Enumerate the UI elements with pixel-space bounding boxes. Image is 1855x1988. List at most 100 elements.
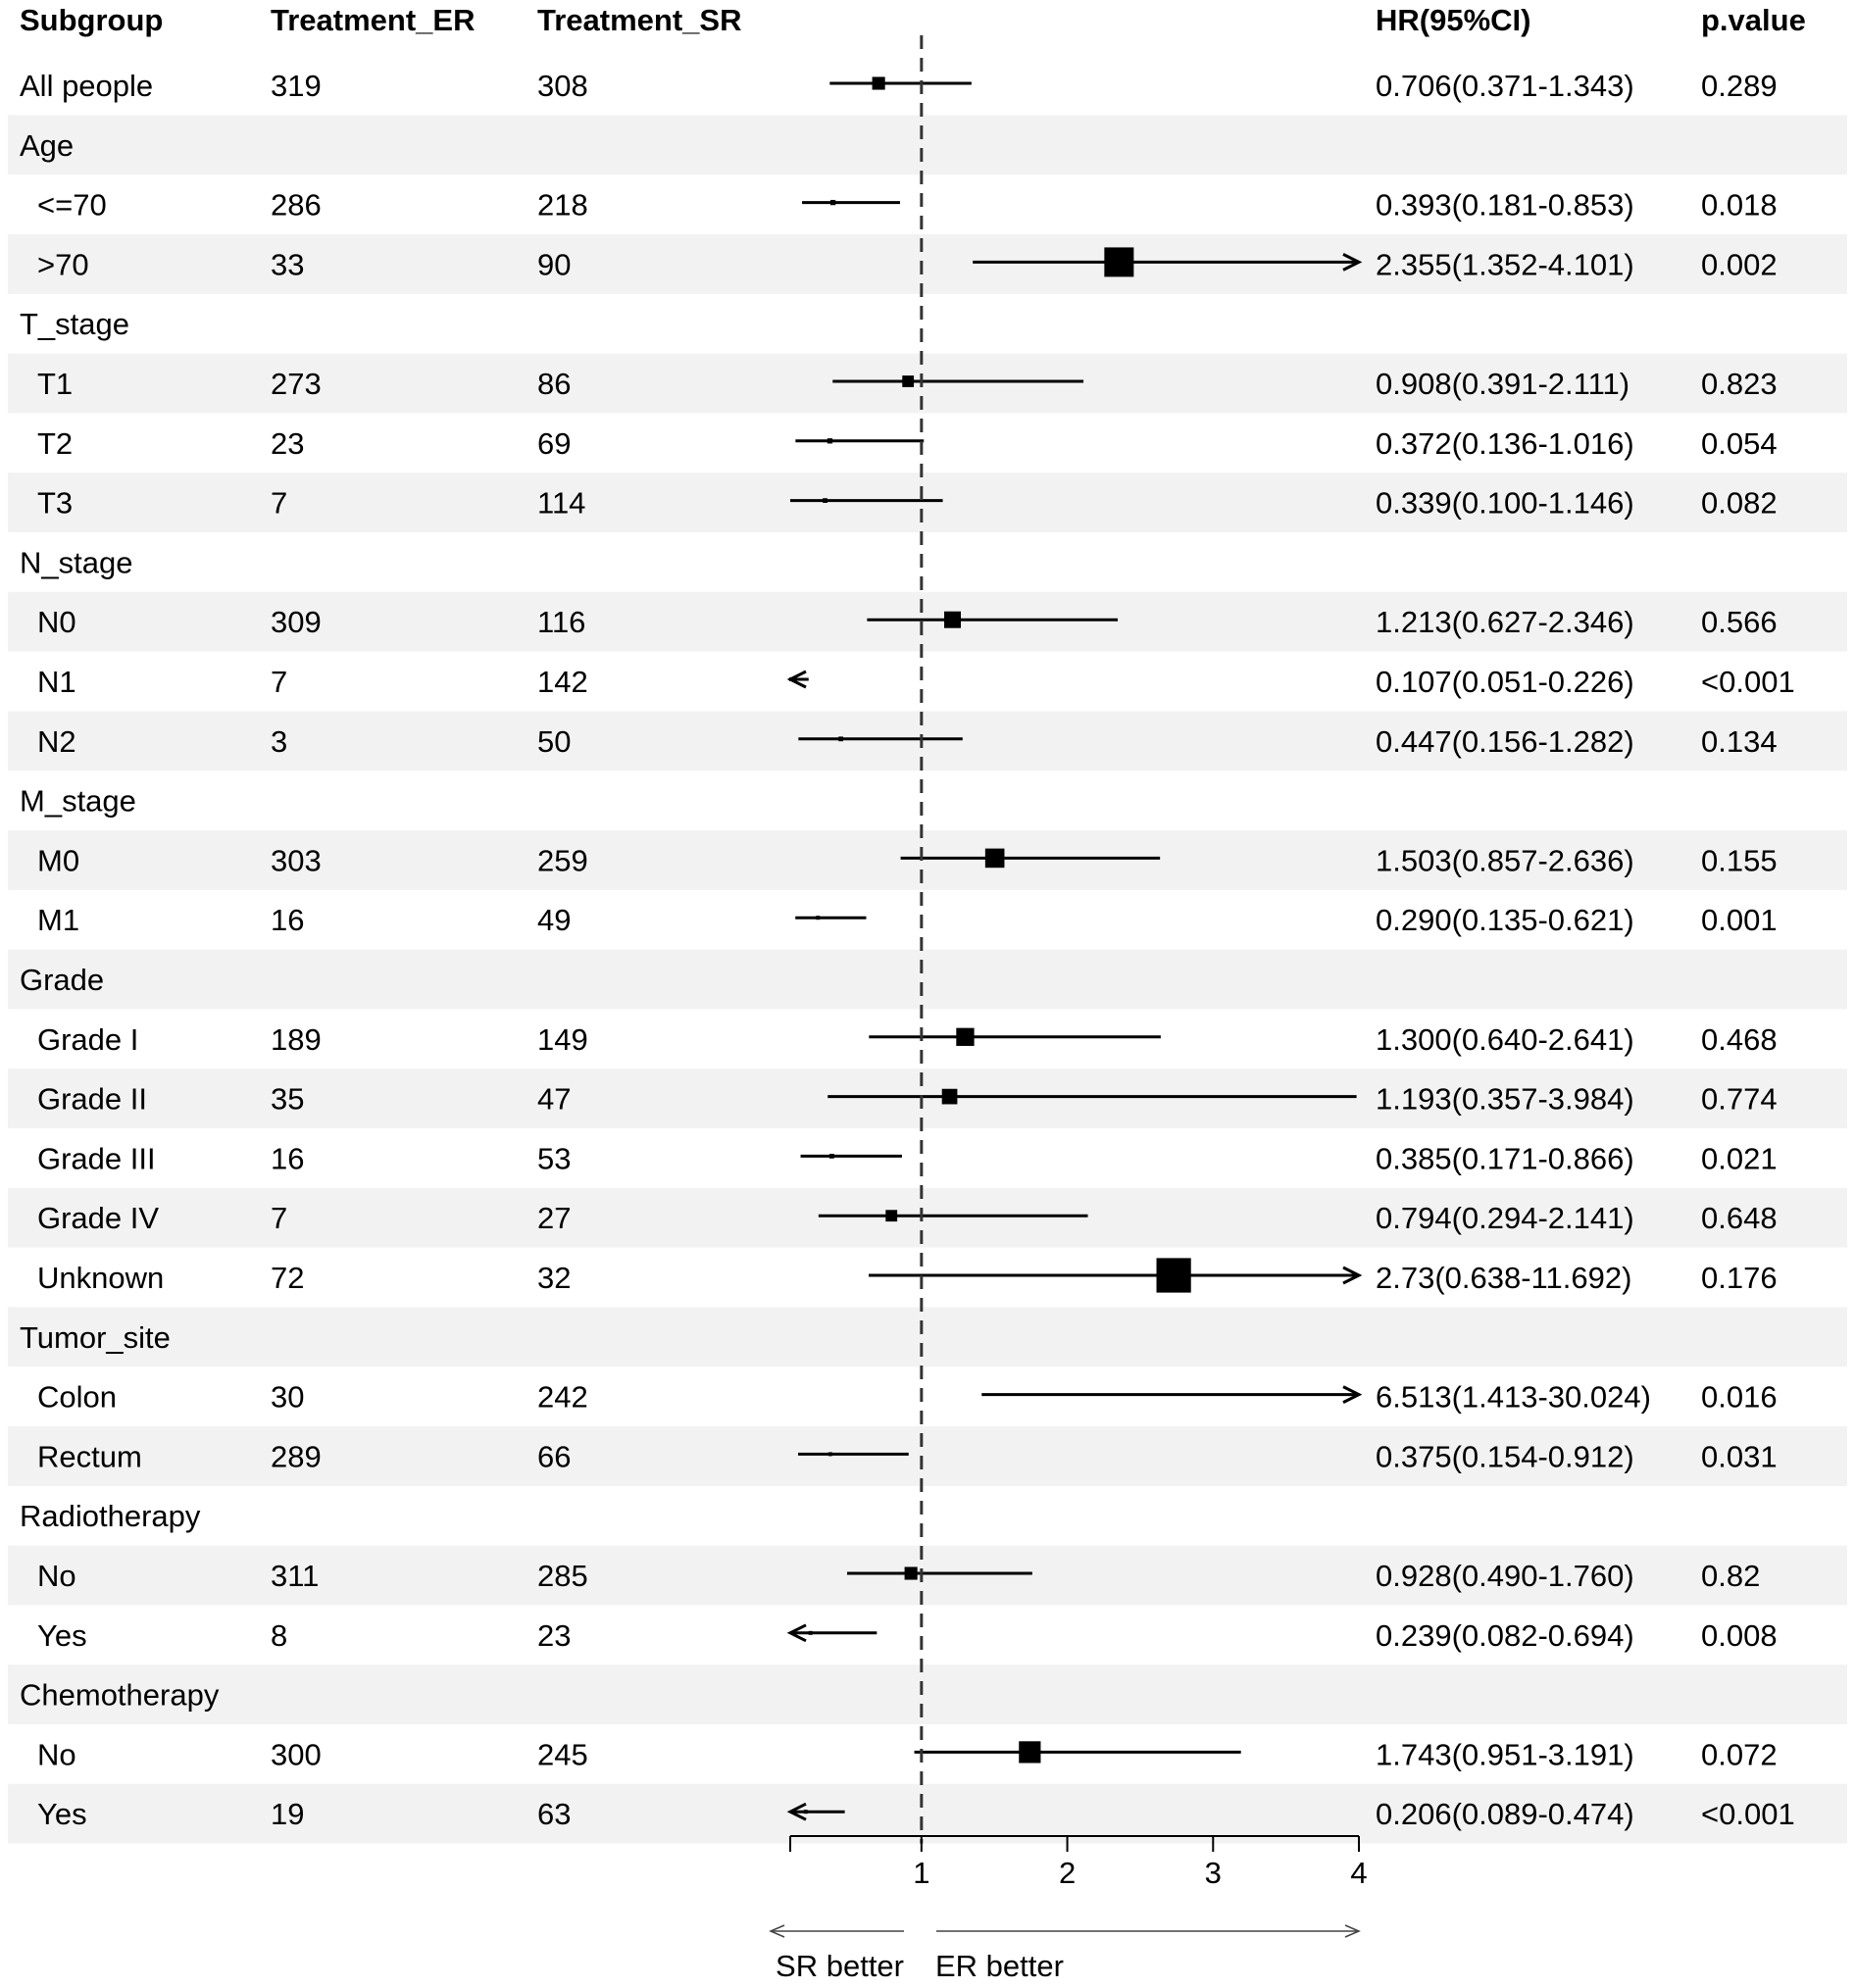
row-label: N_stage — [20, 545, 132, 579]
row-label: T2 — [37, 426, 73, 461]
cell-p: <0.001 — [1701, 1797, 1795, 1831]
x-axis: 1 2 3 4 — [789, 1835, 1368, 1890]
cell-p: 0.002 — [1701, 247, 1778, 281]
cell-er: 3 — [271, 724, 287, 759]
cell-sr: 285 — [537, 1559, 588, 1593]
cell-hr: 0.908(0.391-2.111) — [1376, 367, 1629, 401]
row-band — [8, 1307, 1847, 1367]
cell-sr: 259 — [537, 843, 588, 877]
hr-point — [944, 611, 962, 628]
hr-point — [823, 498, 827, 503]
cell-sr: 49 — [537, 903, 571, 937]
cell-sr: 245 — [537, 1737, 588, 1771]
cell-er: 33 — [271, 247, 304, 281]
cell-hr: 1.193(0.357-3.984) — [1376, 1082, 1634, 1117]
cell-hr: 2.355(1.352-4.101) — [1376, 247, 1634, 281]
hr-point — [828, 1154, 834, 1159]
hr-point — [827, 1452, 832, 1457]
cell-er: 319 — [271, 69, 322, 103]
cell-p: 0.134 — [1701, 724, 1778, 759]
cell-sr: 86 — [537, 367, 571, 401]
cell-hr: 0.290(0.135-0.621) — [1376, 903, 1634, 937]
cell-p: 0.031 — [1701, 1439, 1778, 1473]
row-label: <=70 — [37, 188, 107, 223]
cell-sr: 66 — [537, 1439, 571, 1473]
hr-point — [872, 76, 885, 90]
hr-point — [904, 1566, 918, 1580]
row-band — [8, 1545, 1847, 1606]
cell-p: 0.82 — [1701, 1559, 1760, 1593]
cell-p: 0.468 — [1701, 1022, 1778, 1057]
row-label: T_stage — [20, 307, 129, 341]
cell-er: 303 — [271, 843, 322, 877]
cell-p: 0.082 — [1701, 486, 1778, 521]
cell-er: 289 — [271, 1439, 322, 1473]
row-label: M1 — [37, 903, 79, 937]
cell-er: 7 — [271, 1201, 287, 1235]
cell-hr: 0.794(0.294-2.141) — [1376, 1201, 1634, 1235]
cell-er: 7 — [271, 486, 287, 521]
cell-hr: 0.372(0.136-1.016) — [1376, 426, 1634, 461]
ci-arrow-right — [1342, 1385, 1363, 1404]
row-label: N2 — [37, 724, 76, 759]
cell-p: 0.648 — [1701, 1201, 1778, 1235]
cell-er: 19 — [271, 1797, 304, 1831]
row-label: Unknown — [37, 1261, 164, 1295]
row-label: N0 — [37, 605, 76, 639]
hr-point — [1156, 1258, 1191, 1293]
cell-hr: 1.743(0.951-3.191) — [1376, 1737, 1634, 1771]
hr-point — [827, 438, 833, 444]
hr-point — [902, 375, 915, 387]
cell-sr: 308 — [537, 69, 588, 103]
ci-arrow-right — [1342, 253, 1363, 272]
cell-er: 311 — [271, 1559, 319, 1593]
hr-point — [808, 1630, 813, 1635]
cell-hr: 0.239(0.082-0.694) — [1376, 1618, 1634, 1653]
table-rows: All people 319 308 0.706(0.371-1.343) 0.289A… — [20, 69, 1795, 1831]
cell-hr: 0.447(0.156-1.282) — [1376, 724, 1634, 759]
cell-sr: 114 — [537, 486, 585, 521]
row-label: M0 — [37, 843, 79, 877]
cell-sr: 50 — [537, 724, 571, 759]
cell-er: 286 — [271, 188, 322, 223]
row-label: Grade I — [37, 1022, 138, 1057]
row-label: Yes — [37, 1618, 87, 1653]
cell-er: 189 — [271, 1022, 322, 1057]
cell-hr: 0.375(0.154-0.912) — [1376, 1439, 1634, 1473]
cell-hr: 1.213(0.627-2.346) — [1376, 605, 1634, 639]
cell-p: 0.018 — [1701, 188, 1778, 223]
cell-hr: 0.928(0.490-1.760) — [1376, 1559, 1634, 1593]
row-band — [8, 1069, 1847, 1128]
ci-arrow-right — [1342, 1266, 1363, 1285]
cell-er: 8 — [271, 1618, 287, 1653]
cell-hr: 0.339(0.100-1.146) — [1376, 486, 1634, 521]
hr-point — [984, 848, 1005, 869]
hr-point — [803, 1810, 808, 1814]
cell-sr: 218 — [537, 188, 588, 223]
x-tick-label: 2 — [1059, 1856, 1076, 1890]
hr-point — [838, 736, 843, 742]
cell-sr: 53 — [537, 1141, 571, 1175]
row-band — [8, 115, 1847, 175]
cell-p: 0.155 — [1701, 843, 1778, 877]
header-p: p.value — [1701, 3, 1806, 37]
cell-p: 0.016 — [1701, 1380, 1778, 1415]
hr-point — [829, 199, 836, 206]
x-tick-label: 1 — [913, 1856, 929, 1890]
cell-p: 0.774 — [1701, 1082, 1778, 1117]
sr-better-label: SR better — [776, 1949, 904, 1983]
cell-er: 16 — [271, 903, 304, 937]
row-label: >70 — [37, 247, 89, 281]
er-better-label: ER better — [935, 1949, 1064, 1983]
hr-point — [816, 916, 821, 920]
row-label: No — [37, 1559, 76, 1593]
hr-point — [1104, 247, 1134, 277]
column-headers: Subgroup Treatment_ER Treatment_SR HR(95… — [20, 3, 1806, 37]
cell-p: 0.054 — [1701, 426, 1778, 461]
cell-er: 23 — [271, 426, 304, 461]
cell-hr: 2.73(0.638-11.692) — [1376, 1261, 1631, 1295]
row-band — [8, 1426, 1847, 1486]
row-label: Age — [20, 128, 74, 163]
x-tick-label: 3 — [1205, 1856, 1222, 1890]
